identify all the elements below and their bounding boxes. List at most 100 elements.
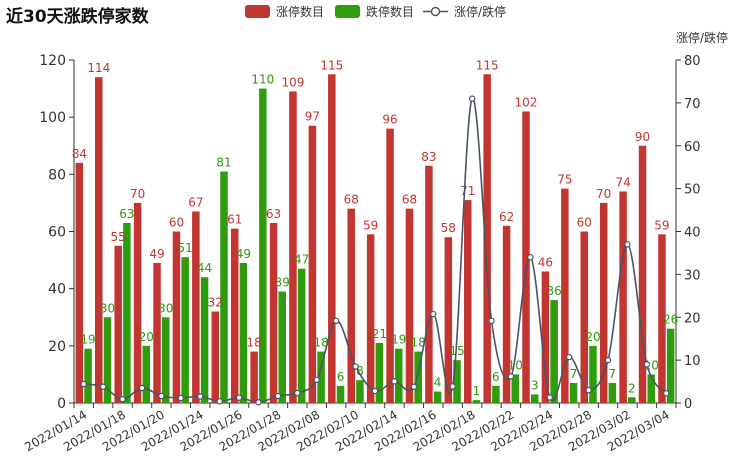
bar-down <box>628 397 636 403</box>
bar-up-label: 67 <box>188 195 203 209</box>
bar-down <box>200 277 209 403</box>
bar-up <box>405 208 414 403</box>
bar-up-label: 109 <box>282 75 305 89</box>
bar-down-label: 18 <box>313 336 328 350</box>
y-right-tick-label: 50 <box>684 183 701 198</box>
bar-down-label: 39 <box>275 276 290 290</box>
ratio-point <box>449 383 456 390</box>
bar-down <box>278 291 287 403</box>
bar-down <box>297 268 306 403</box>
y-right-tick-label: 70 <box>684 97 701 112</box>
bar-up-label: 62 <box>499 210 514 224</box>
bar-up-label: 75 <box>557 173 572 187</box>
y-right-tick-label: 30 <box>684 268 701 283</box>
bar-up <box>425 165 433 403</box>
bar-up-label: 70 <box>596 187 611 201</box>
bar-up-label: 102 <box>515 95 538 109</box>
bar-up-label: 63 <box>266 207 281 221</box>
bar-up <box>347 208 355 403</box>
bar-down <box>395 348 403 403</box>
bar-down <box>433 391 442 403</box>
legend-label-line: 涨停/跌停 <box>454 4 506 19</box>
bar-up-label: 58 <box>441 221 456 235</box>
y-left-tick-label: 20 <box>48 339 66 355</box>
legend-label-down: 跌停数目 <box>366 4 414 19</box>
bar-down <box>453 360 461 403</box>
bar-down <box>647 374 655 403</box>
bar-down <box>589 345 597 403</box>
bar-up-label: 32 <box>208 296 223 310</box>
ratio-point <box>313 376 320 384</box>
bar-up <box>502 225 511 403</box>
bar-down <box>356 380 364 403</box>
bar-down-label: 10 <box>508 358 523 372</box>
bar-down <box>259 88 267 403</box>
y-right-tick-label: 40 <box>684 226 701 241</box>
bar-up-label: 59 <box>654 218 669 232</box>
bar-up-label: 70 <box>130 187 145 201</box>
bar-up-label: 90 <box>635 130 650 144</box>
bar-up <box>366 234 375 403</box>
bar-up <box>444 237 453 403</box>
bar-down-label: 7 <box>609 367 617 381</box>
bar-up-label: 68 <box>344 193 359 207</box>
bar-up <box>386 128 394 403</box>
bar-down-label: 18 <box>411 336 426 350</box>
ratio-point <box>488 317 495 325</box>
ratio-point <box>99 383 107 390</box>
legend-swatch-marker <box>430 6 441 17</box>
ratio-point <box>235 394 243 401</box>
bar-up-label: 49 <box>149 247 164 261</box>
bar-down-label: 30 <box>100 301 115 315</box>
ratio-point <box>430 310 437 318</box>
bar-up-label: 68 <box>402 193 417 207</box>
bar-up <box>483 74 491 404</box>
bar-down-label: 81 <box>216 155 231 169</box>
bar-up <box>599 202 608 403</box>
ratio-point <box>177 394 185 402</box>
bar-down <box>84 348 92 403</box>
bar-down <box>239 262 248 403</box>
bar-up-label: 96 <box>382 113 397 127</box>
bar-down <box>336 385 345 403</box>
ratio-point <box>119 396 126 403</box>
bar-down <box>375 342 384 403</box>
legend-swatch-down <box>335 5 360 18</box>
ratio-point <box>332 317 340 325</box>
ratio-point <box>507 373 515 380</box>
bar-down <box>511 374 520 403</box>
bar-up <box>133 202 142 403</box>
ratio-line <box>83 97 667 404</box>
bar-up <box>192 211 200 403</box>
y-right-tick-label: 10 <box>684 354 701 369</box>
bar-up-label: 60 <box>169 216 184 230</box>
bar-up <box>95 77 103 404</box>
ratio-point <box>255 399 262 406</box>
bar-up-label: 115 <box>476 58 499 72</box>
bar-down-label: 110 <box>251 73 274 87</box>
bar-down <box>608 382 617 403</box>
y-left-tick-label: 80 <box>48 167 66 183</box>
y-right-tick-label: 0 <box>684 397 692 412</box>
bar-down-label: 19 <box>391 333 406 347</box>
bar-up <box>328 74 336 404</box>
bar-up <box>638 145 647 403</box>
bar-up-label: 115 <box>320 58 343 72</box>
bar-down-label: 30 <box>158 301 173 315</box>
ratio-point <box>410 383 418 390</box>
bar-down-label: 4 <box>434 376 442 390</box>
bar-up <box>230 228 239 403</box>
bar-up <box>211 311 220 403</box>
ratio-point <box>546 394 553 401</box>
bar-down-label: 7 <box>570 367 578 381</box>
y-right-tick-label: 20 <box>684 311 701 326</box>
ratio-point <box>197 393 204 400</box>
bar-up <box>114 245 122 403</box>
y-left-tick-label: 40 <box>48 282 66 298</box>
bar-down-label: 3 <box>531 378 539 392</box>
bar-down <box>414 351 422 403</box>
bar-up <box>580 231 589 403</box>
bar-down-label: 36 <box>546 284 561 298</box>
